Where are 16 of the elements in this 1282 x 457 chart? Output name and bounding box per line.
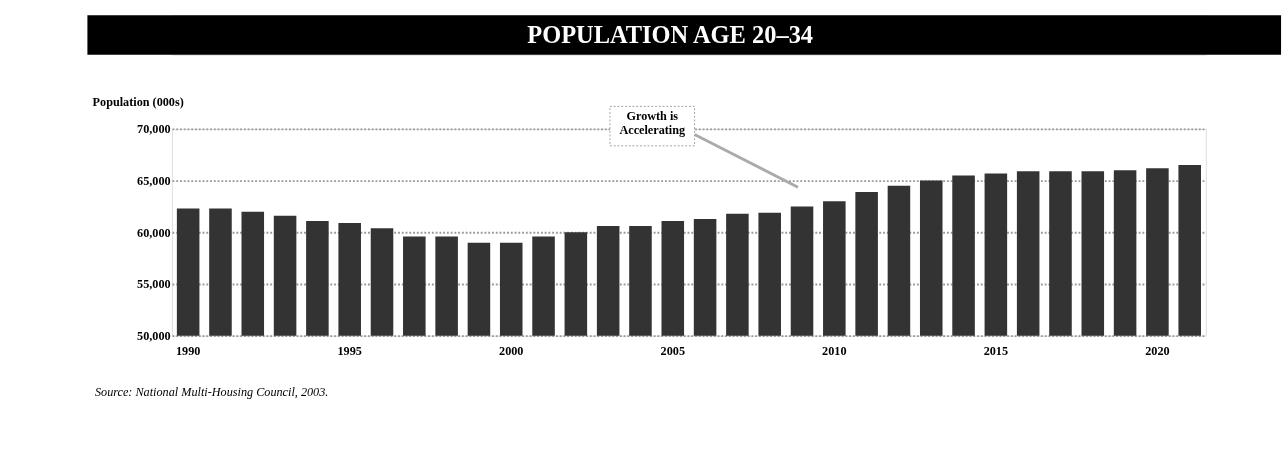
y-tick-label: 70,000 [137, 122, 171, 137]
y-tick-label: 60,000 [137, 225, 171, 240]
y-tick-label: 50,000 [137, 328, 171, 343]
y-tick-label: 65,000 [137, 173, 171, 188]
x-tick-label: 2000 [499, 343, 524, 358]
x-tick-label: 1995 [337, 343, 362, 358]
chart-title: POPULATION AGE 20–34 [527, 21, 814, 49]
x-tick-label: 2005 [660, 343, 685, 358]
y-tick-label: 55,000 [137, 277, 171, 292]
x-tick-label: 2010 [822, 343, 847, 358]
x-tick-label: 2015 [983, 343, 1009, 358]
x-tick-label: 2020 [1145, 343, 1170, 358]
annotation: Growth is Accelerating [619, 108, 686, 137]
y-axis-title: Population (000s) [92, 94, 184, 109]
source-note: Source: National Multi-Housing Council, 2003. [94, 384, 329, 399]
x-tick-label: 1990 [175, 343, 201, 358]
